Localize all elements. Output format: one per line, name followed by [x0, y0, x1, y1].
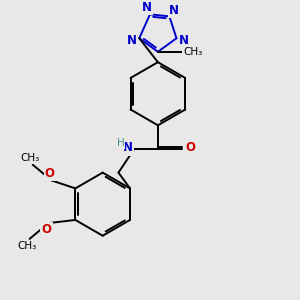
Text: O: O: [45, 167, 55, 180]
Text: CH₃: CH₃: [20, 153, 39, 163]
Text: N: N: [179, 34, 189, 47]
Text: N: N: [169, 4, 179, 16]
Text: O: O: [185, 142, 195, 154]
Text: H: H: [116, 138, 124, 148]
Text: N: N: [127, 34, 137, 47]
Text: O: O: [42, 224, 52, 236]
Text: CH₃: CH₃: [17, 241, 36, 251]
Text: N: N: [142, 1, 152, 13]
Text: N: N: [123, 142, 133, 154]
Text: CH₃: CH₃: [183, 47, 202, 57]
